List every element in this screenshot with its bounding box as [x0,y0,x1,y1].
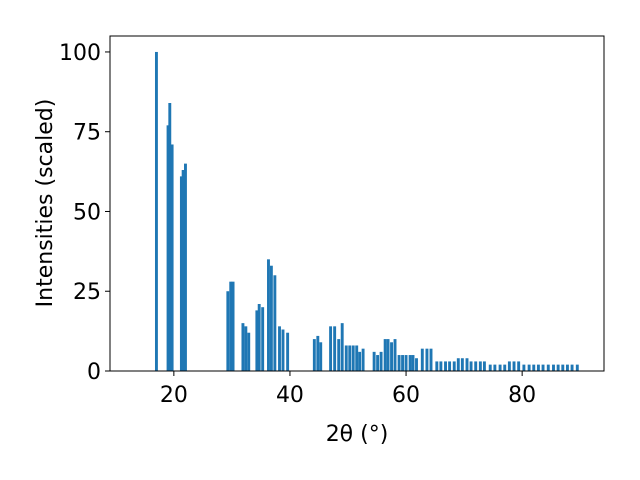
bar [361,348,365,371]
bar [411,355,415,371]
bar [333,326,337,371]
bar [170,144,174,371]
bar [435,361,439,371]
y-tick-label: 0 [87,360,101,385]
bar [344,345,348,371]
bar [286,332,290,371]
bar [546,364,550,371]
bar [154,51,158,371]
x-tick-label: 20 [160,383,188,408]
bar [408,355,412,371]
x-tick-label: 40 [276,383,304,408]
bar [420,348,424,371]
bar [257,304,261,371]
bar [340,323,344,371]
y-tick-label: 75 [73,121,101,146]
x-axis-label: 2θ (°) [326,422,389,447]
bar [348,345,352,371]
bar [281,329,285,371]
bar [517,361,521,371]
bar [386,339,390,371]
bar [565,364,569,371]
bar [181,170,185,371]
bar [255,310,259,371]
bar [444,361,447,371]
bar [337,339,341,371]
bar [439,361,443,371]
bar [179,176,183,371]
bar [229,281,233,371]
bar [244,326,248,371]
bar [231,281,235,371]
bar [261,307,265,371]
bar [522,364,526,371]
bar [247,332,251,371]
bar [319,342,323,371]
bar [397,355,401,371]
bar [425,348,429,371]
bar [570,364,574,371]
bar [478,361,482,371]
bar [379,351,383,371]
bar [393,339,397,371]
bar [168,103,172,371]
bar [575,364,579,371]
bar [527,364,531,371]
bar [482,361,486,371]
bar [404,355,408,371]
bar [556,364,560,371]
bar [351,345,355,371]
bar [278,326,281,371]
bar [456,358,460,371]
bar [267,259,270,371]
bar [541,364,545,371]
bar [358,351,362,371]
bar [507,361,511,371]
bar [465,358,469,371]
bar [166,125,170,371]
bar [372,351,376,371]
bar [390,342,393,371]
bar [376,355,380,371]
bar [460,358,464,371]
bar [488,364,492,371]
x-tick-label: 80 [508,383,536,408]
bar [312,339,316,371]
bar [415,358,418,371]
bar [503,364,507,371]
bar [329,326,333,371]
x-tick-label: 60 [392,383,420,408]
bar [532,364,536,371]
bar [452,361,456,371]
bar [273,275,277,371]
bar [493,364,497,371]
bar [355,345,359,371]
bar [469,361,473,371]
bar [383,339,387,371]
bar [184,163,187,371]
y-tick-label: 25 [73,280,101,305]
bar [552,364,555,371]
plot-frame [109,35,605,372]
bar [241,323,245,371]
bar [474,361,478,371]
bar [536,364,540,371]
y-axis-label: Intensities (scaled) [33,99,58,308]
bar [498,364,502,371]
bar [401,355,405,371]
y-tick-label: 100 [59,41,101,66]
bar [316,335,320,371]
bar [226,291,230,371]
y-tick-label: 50 [73,200,101,225]
bar [269,265,273,371]
bar [429,348,433,371]
bar [561,364,565,371]
bar [448,361,452,371]
bar [512,361,516,371]
